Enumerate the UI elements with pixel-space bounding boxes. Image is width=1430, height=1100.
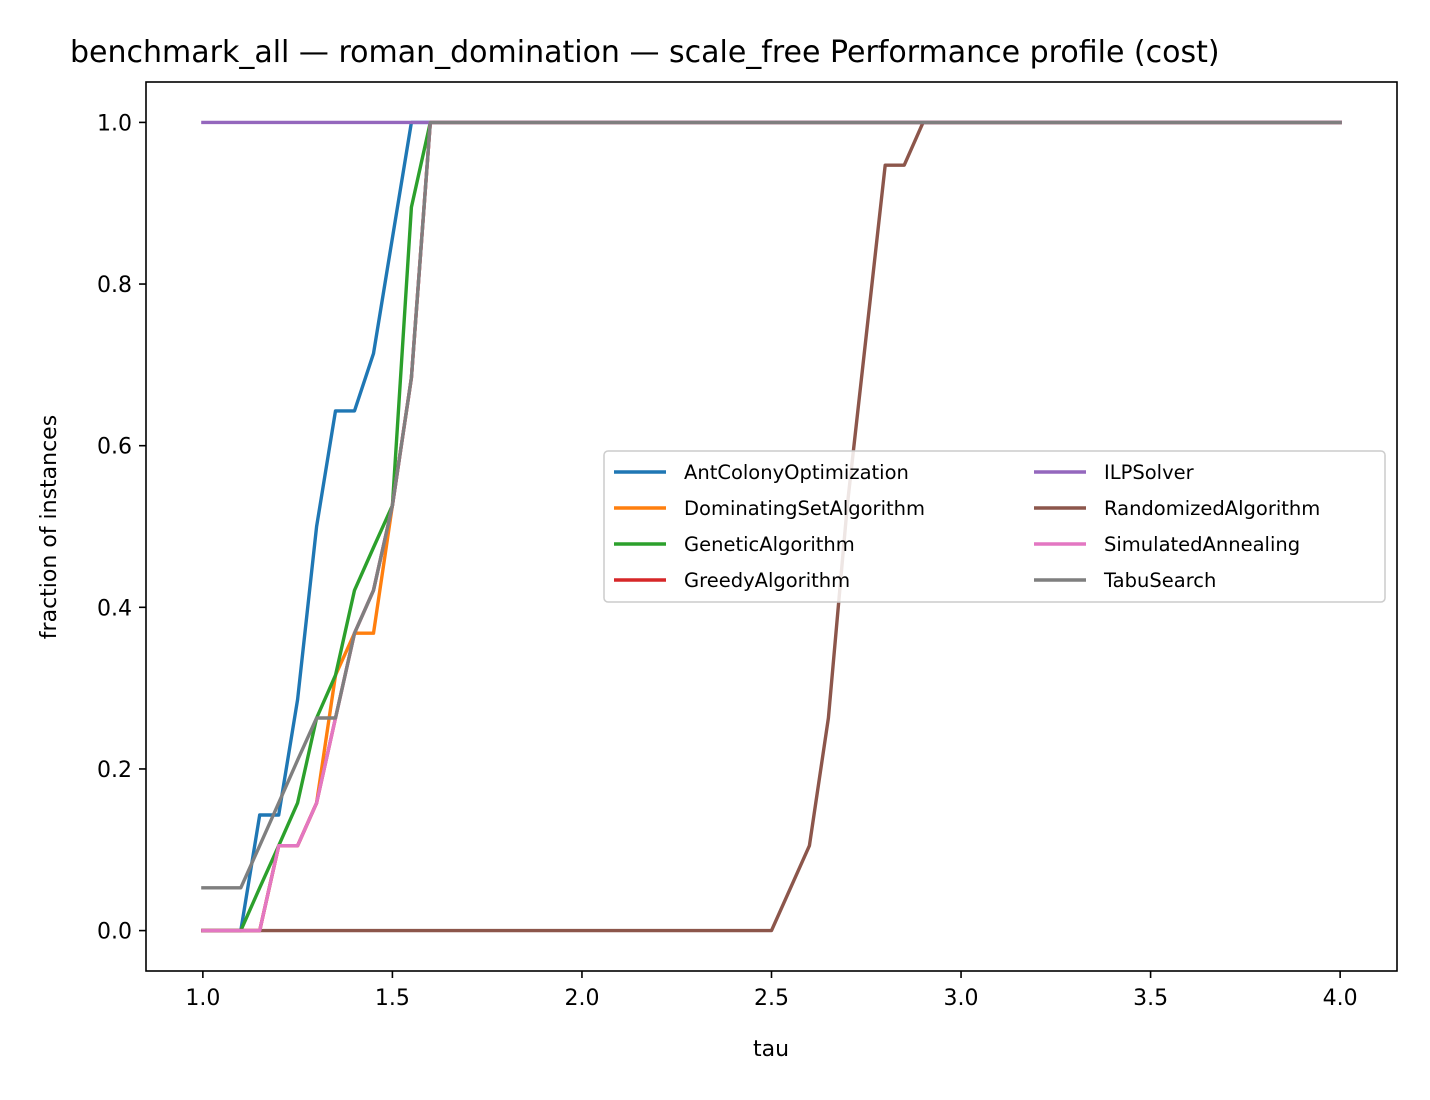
legend-label: ILPSolver (1104, 461, 1195, 484)
y-tick-label: 0.2 (97, 758, 132, 783)
series-line-AntColonyOptimization (201, 120, 1342, 933)
legend-label: TabuSearch (1103, 569, 1216, 592)
x-tick-label: 3.5 (1133, 986, 1168, 1011)
y-tick-label: 0.0 (97, 920, 132, 945)
y-axis: 0.0 0.2 0.4 0.6 0.8 1.0 (97, 111, 146, 945)
x-tick-label: 2.0 (564, 986, 599, 1011)
legend-label: AntColonyOptimization (684, 461, 909, 484)
x-tick-label: 3.0 (944, 986, 979, 1011)
series-line-RandomizedAlgorithm (201, 120, 1342, 933)
legend-label: GeneticAlgorithm (684, 533, 855, 556)
x-axis-label: tau (753, 1037, 789, 1062)
series-line-GeneticAlgorithm (201, 120, 1342, 933)
legend-label: GreedyAlgorithm (684, 569, 850, 592)
plot-area (145, 81, 1398, 972)
legend-box (603, 450, 1386, 603)
chart-title: benchmark_all — roman_domination — scale… (70, 35, 1220, 70)
x-tick-label: 1.5 (375, 986, 410, 1011)
x-axis: 1.0 1.5 2.0 2.5 3.0 3.5 4.0 (185, 971, 1358, 1011)
legend-label: RandomizedAlgorithm (1104, 497, 1320, 520)
y-tick-label: 0.4 (97, 596, 132, 621)
x-tick-label: 1.0 (185, 986, 220, 1011)
series-line-TabuSearch (201, 120, 1342, 890)
y-tick-label: 0.8 (97, 273, 132, 298)
x-tick-label: 4.0 (1323, 986, 1358, 1011)
y-tick-label: 1.0 (97, 111, 132, 136)
y-tick-label: 0.6 (97, 435, 132, 460)
x-tick-label: 2.5 (754, 986, 789, 1011)
legend-label: SimulatedAnnealing (1104, 533, 1300, 556)
y-axis-label: fraction of instances (37, 415, 62, 639)
legend-label: DominatingSetAlgorithm (684, 497, 925, 520)
legend: AntColonyOptimization DominatingSetAlgori… (603, 450, 1386, 603)
